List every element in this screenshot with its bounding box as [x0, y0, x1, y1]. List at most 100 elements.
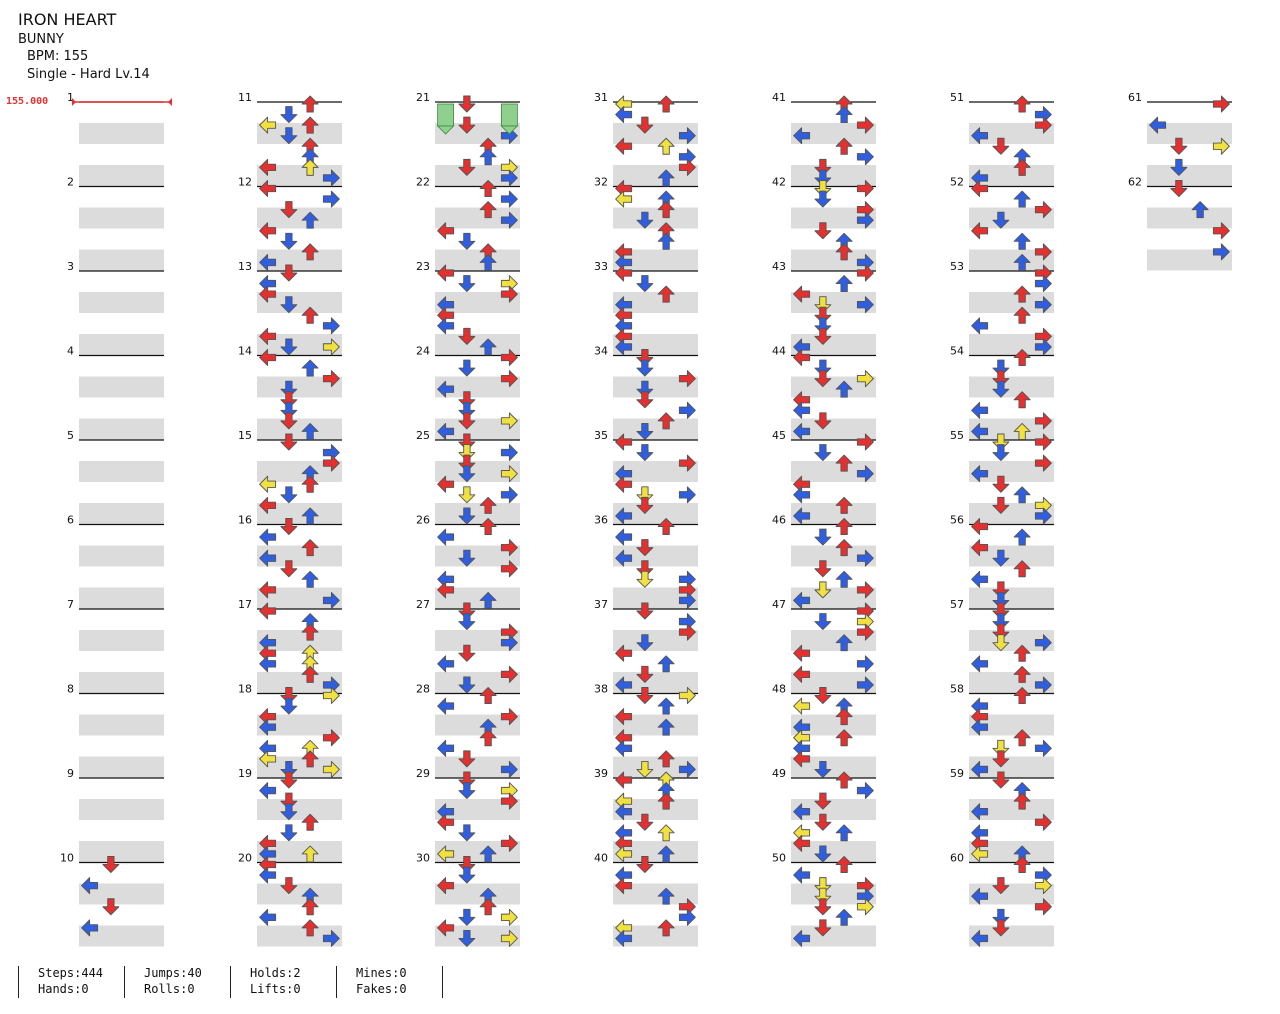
beat-shade	[257, 334, 342, 355]
beat-shade	[791, 123, 876, 144]
left-arrow-icon	[259, 222, 277, 240]
up-arrow-icon	[835, 708, 853, 726]
measure-number: 38	[594, 683, 608, 696]
stat-group-holds: Holds:2 Lifts:0	[230, 966, 336, 998]
beat-shade	[969, 799, 1054, 820]
up-arrow-icon	[479, 496, 497, 514]
measure-number: 54	[950, 345, 964, 358]
down-arrow-icon	[636, 856, 654, 873]
left-arrow-icon	[615, 475, 633, 493]
beat-shade	[435, 630, 520, 651]
up-arrow-icon	[1013, 285, 1031, 303]
measure-number: 9	[67, 767, 74, 780]
down-arrow-icon	[814, 760, 832, 778]
beat-shade	[613, 714, 698, 736]
left-arrow-icon	[615, 433, 633, 451]
left-arrow-icon	[259, 327, 277, 345]
up-arrow-icon	[301, 813, 319, 831]
right-arrow-icon	[856, 211, 874, 229]
beat-shade	[791, 756, 876, 778]
up-arrow-icon	[835, 380, 853, 398]
hold-body	[500, 103, 518, 127]
left-arrow-icon	[793, 644, 811, 662]
beat-shade	[969, 207, 1054, 229]
up-arrow-icon	[657, 95, 675, 113]
left-arrow-icon	[437, 317, 455, 335]
beat-shade	[435, 925, 520, 947]
down-arrow-icon	[280, 518, 298, 535]
beat-shade	[257, 672, 342, 693]
beat-shade	[969, 376, 1054, 398]
up-arrow-icon	[835, 824, 853, 842]
measure-number: 47	[772, 598, 786, 611]
beat-shade	[969, 123, 1054, 144]
down-arrow-icon	[458, 412, 476, 430]
down-arrow-icon	[814, 877, 832, 895]
down-arrow-icon	[280, 106, 298, 124]
left-arrow-icon	[615, 549, 633, 567]
up-arrow-icon	[657, 919, 675, 937]
beat-shade	[613, 925, 698, 947]
down-arrow-icon	[814, 306, 832, 324]
right-arrow-icon	[500, 412, 518, 430]
beat-shade	[613, 207, 698, 229]
beat-shade	[791, 207, 876, 229]
beat-shade	[791, 418, 876, 440]
left-arrow-icon	[259, 349, 277, 366]
down-arrow-icon	[458, 602, 476, 620]
left-arrow-icon	[259, 581, 277, 599]
beat-shade	[257, 630, 342, 651]
beat-shade	[257, 714, 342, 736]
left-arrow-icon	[259, 866, 277, 884]
beat-shade	[79, 587, 164, 609]
measure-number: 2	[67, 176, 74, 189]
left-arrow-icon	[259, 496, 277, 514]
right-arrow-icon	[500, 285, 518, 303]
down-arrow-icon	[280, 401, 298, 419]
up-arrow-icon	[657, 169, 675, 187]
right-arrow-icon	[856, 148, 874, 166]
right-arrow-icon	[500, 665, 518, 683]
measure-number: 12	[238, 176, 252, 189]
down-arrow-icon	[458, 359, 476, 377]
left-arrow-icon	[971, 222, 989, 240]
left-arrow-icon	[259, 549, 277, 567]
measure-number: 27	[416, 598, 430, 611]
left-arrow-icon	[971, 401, 989, 419]
left-arrow-icon	[259, 718, 277, 736]
beat-shade	[257, 207, 342, 229]
right-arrow-icon	[500, 465, 518, 483]
down-arrow-icon	[458, 433, 476, 451]
left-arrow-icon	[615, 845, 633, 863]
beat-shade	[791, 292, 876, 313]
up-arrow-icon	[479, 518, 497, 535]
up-arrow-icon	[301, 898, 319, 916]
left-arrow-icon	[971, 570, 989, 588]
right-arrow-icon	[1034, 433, 1052, 451]
measure-number: 49	[772, 767, 786, 780]
up-arrow-icon	[835, 496, 853, 514]
right-arrow-icon	[500, 190, 518, 208]
left-arrow-icon	[437, 655, 455, 673]
up-arrow-icon	[301, 95, 319, 113]
down-arrow-icon	[1170, 180, 1188, 197]
down-arrow-icon	[280, 697, 298, 715]
bpm-line-end	[168, 98, 172, 106]
measure-number: 43	[772, 260, 786, 273]
beat-shade	[1147, 165, 1232, 186]
left-arrow-icon	[437, 877, 455, 895]
right-arrow-icon	[678, 591, 696, 609]
up-arrow-icon	[657, 412, 675, 430]
down-arrow-icon	[814, 560, 832, 578]
bpm-change-marker: 155.000	[6, 96, 49, 107]
measure-number: 56	[950, 514, 964, 527]
beat-shade	[79, 883, 164, 905]
stat-lifts: Lifts:0	[250, 982, 301, 996]
left-arrow-icon	[81, 877, 99, 895]
down-arrow-icon	[280, 760, 298, 778]
up-arrow-icon	[657, 518, 675, 535]
down-arrow-icon	[280, 803, 298, 821]
up-arrow-icon	[479, 898, 497, 916]
stat-mines: Mines:0	[356, 966, 407, 980]
left-arrow-icon	[793, 401, 811, 419]
